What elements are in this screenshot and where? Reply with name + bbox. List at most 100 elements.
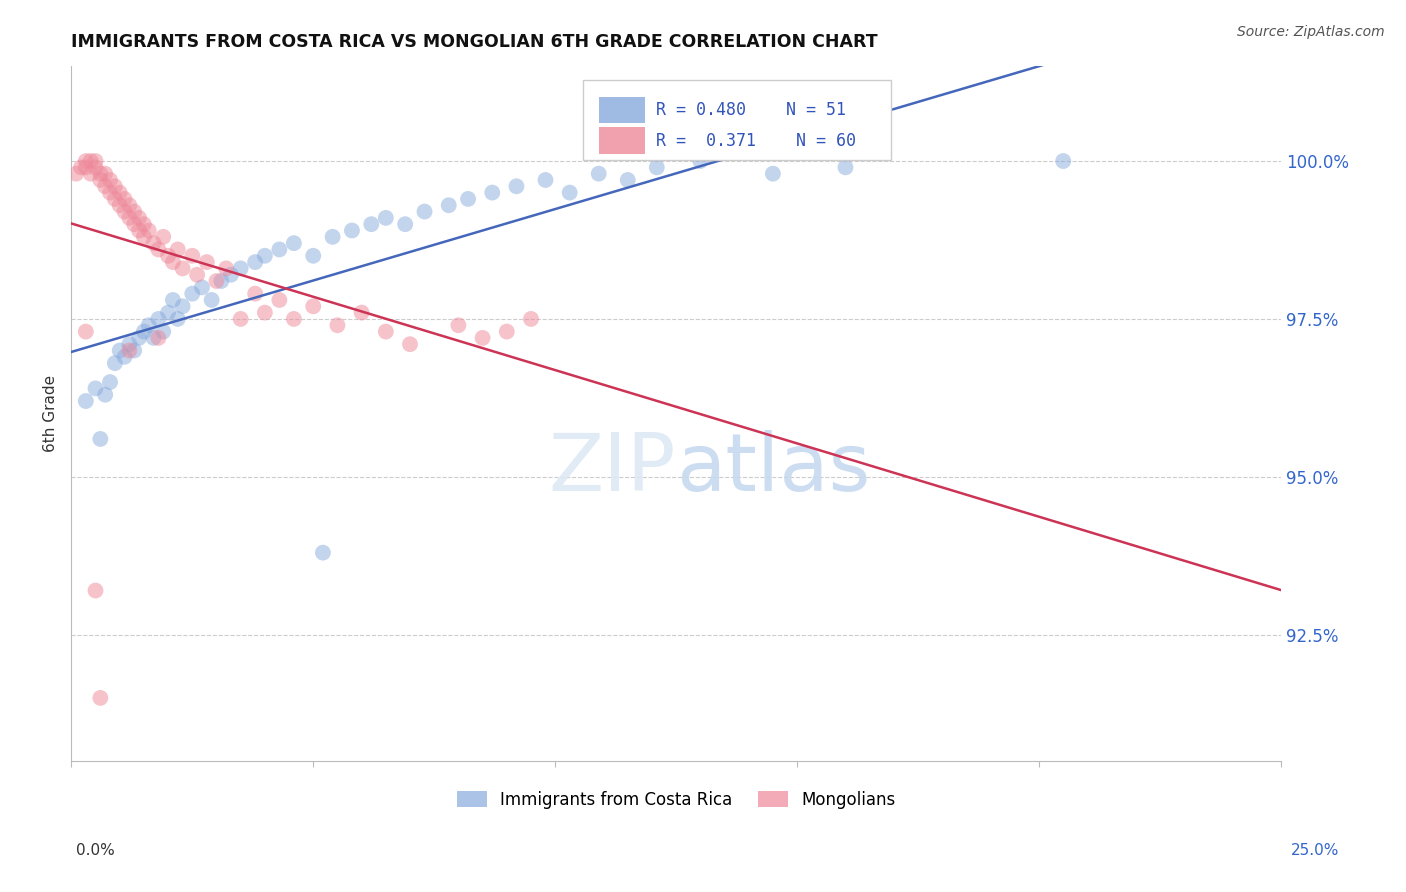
Point (142, 236, 165, 251)
Text: ZIP: ZIP (548, 430, 676, 508)
Point (118, 198, 141, 212)
Point (148, 331, 170, 345)
Point (350, 305, 373, 319)
Point (132, 229, 155, 244)
Point (89, 690, 111, 705)
Point (762, 167, 785, 181)
Point (104, 179, 127, 194)
Text: 25.0%: 25.0% (1291, 843, 1339, 858)
Text: atlas: atlas (676, 430, 870, 508)
Point (84, 154, 107, 169)
Point (89, 432, 111, 446)
Point (122, 343, 145, 358)
Point (98, 173, 121, 187)
Point (94, 388, 117, 402)
Point (229, 261, 252, 276)
Point (253, 305, 276, 319)
Point (215, 261, 238, 276)
Point (340, 223, 363, 237)
Point (70, 161, 93, 175)
Point (114, 350, 136, 364)
Point (122, 217, 145, 231)
Point (114, 204, 136, 219)
Point (481, 186, 503, 200)
Point (75, 394, 97, 409)
Legend: Immigrants from Costa Rica, Mongolians: Immigrants from Costa Rica, Mongolians (450, 784, 901, 815)
Point (269, 293, 291, 307)
Point (89, 173, 111, 187)
Point (302, 249, 325, 263)
Point (104, 356, 127, 370)
Point (79, 167, 101, 181)
Point (65, 167, 87, 181)
Point (75, 154, 97, 169)
Y-axis label: 6th Grade: 6th Grade (44, 376, 58, 452)
Point (186, 268, 208, 282)
Point (75, 325, 97, 339)
Point (302, 299, 325, 313)
Point (84, 583, 107, 598)
Point (253, 249, 276, 263)
Point (94, 167, 117, 181)
Point (181, 249, 204, 263)
Point (166, 312, 188, 326)
Point (269, 243, 291, 257)
Point (118, 343, 141, 358)
Text: R =  0.371    N = 60: R = 0.371 N = 60 (655, 132, 856, 150)
Point (79, 154, 101, 169)
Point (195, 255, 218, 269)
Point (157, 305, 180, 319)
Point (128, 211, 150, 225)
FancyBboxPatch shape (583, 80, 891, 160)
Point (104, 192, 127, 206)
Point (520, 312, 543, 326)
Point (201, 293, 224, 307)
Point (132, 325, 155, 339)
Text: R = 0.480    N = 51: R = 0.480 N = 51 (655, 101, 845, 119)
Point (162, 255, 184, 269)
Point (229, 312, 252, 326)
Point (322, 229, 344, 244)
Point (75, 161, 97, 175)
Text: 0.0%: 0.0% (76, 843, 115, 858)
Point (374, 211, 396, 225)
FancyBboxPatch shape (599, 97, 645, 123)
Point (148, 312, 170, 326)
Point (142, 331, 165, 345)
Point (84, 161, 107, 175)
Point (243, 286, 266, 301)
Point (98, 375, 121, 389)
Point (243, 255, 266, 269)
Point (108, 198, 131, 212)
Point (689, 154, 711, 169)
Point (166, 243, 188, 257)
Point (94, 179, 117, 194)
Point (558, 186, 581, 200)
Point (360, 217, 382, 231)
Point (98, 186, 121, 200)
Point (138, 223, 160, 237)
Point (588, 167, 610, 181)
Point (172, 261, 194, 276)
Point (326, 318, 349, 333)
Point (374, 325, 396, 339)
Point (132, 217, 155, 231)
Point (209, 274, 232, 288)
Point (534, 173, 557, 187)
Point (219, 268, 242, 282)
Point (283, 236, 305, 251)
Point (394, 217, 416, 231)
Point (84, 381, 107, 395)
Point (128, 223, 150, 237)
Point (108, 186, 131, 200)
Point (447, 318, 470, 333)
Point (181, 286, 204, 301)
Point (413, 204, 436, 219)
Point (122, 204, 145, 219)
Point (128, 331, 150, 345)
Text: IMMIGRANTS FROM COSTA RICA VS MONGOLIAN 6TH GRADE CORRELATION CHART: IMMIGRANTS FROM COSTA RICA VS MONGOLIAN … (72, 33, 877, 51)
Point (191, 280, 214, 294)
Point (114, 192, 136, 206)
Point (457, 192, 479, 206)
Point (162, 293, 184, 307)
